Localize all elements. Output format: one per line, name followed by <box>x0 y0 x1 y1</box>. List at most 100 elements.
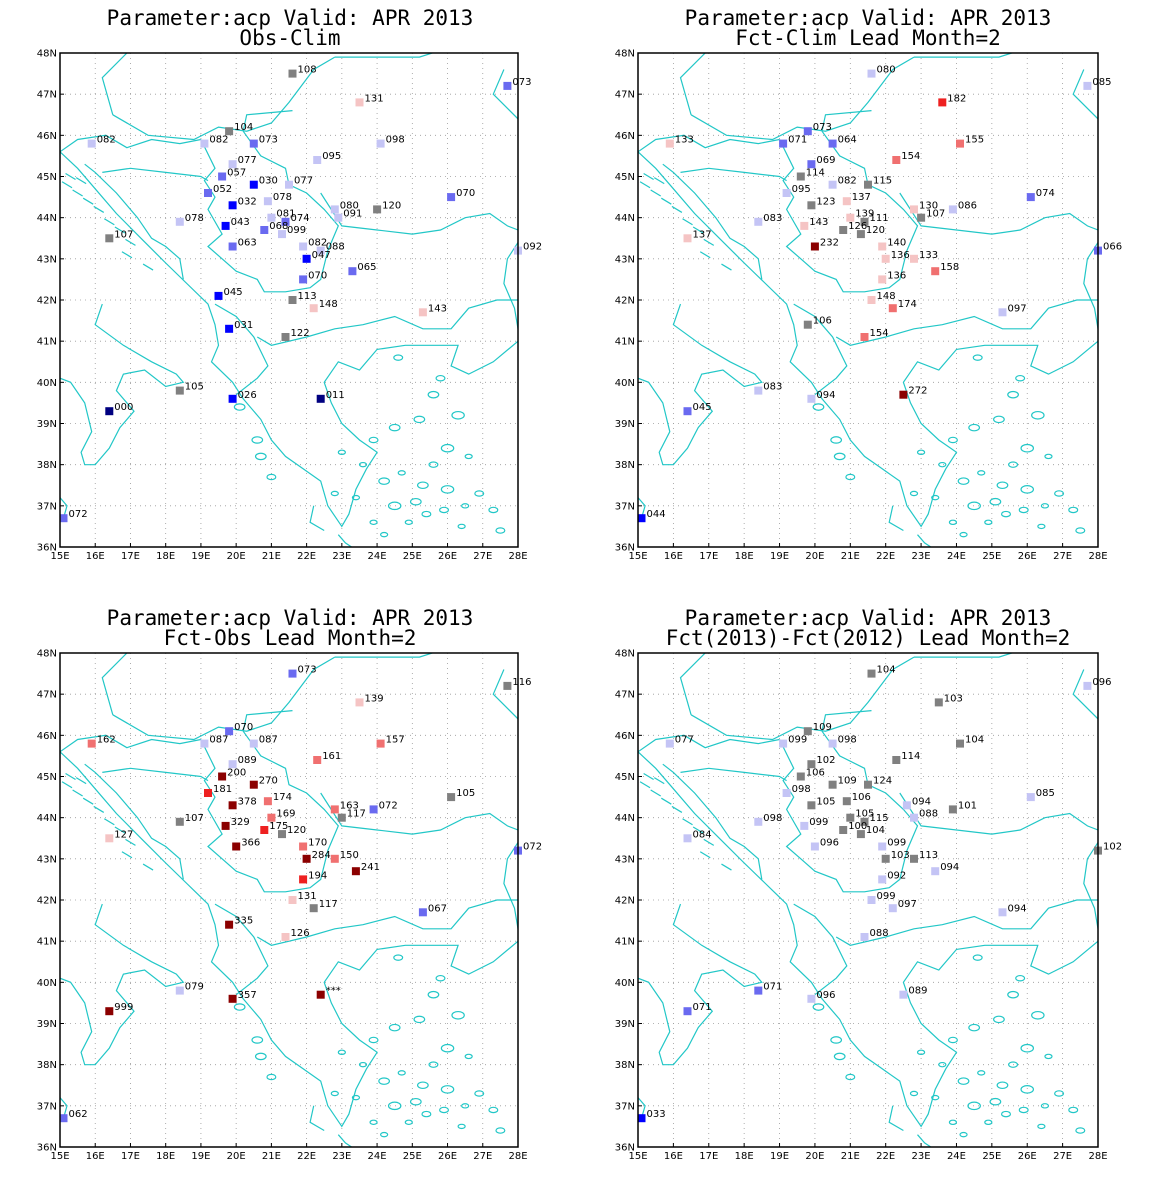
island-shape <box>440 443 455 453</box>
y-tick-label: 42N <box>37 296 57 307</box>
island-shape <box>421 1110 432 1118</box>
island-shape <box>104 218 115 226</box>
island-shape <box>337 449 346 456</box>
station-marker <box>828 780 837 789</box>
station-value-label: 115 <box>870 813 889 824</box>
station-value-label: 069 <box>816 155 835 166</box>
coastline-path <box>60 151 518 528</box>
station-value-label: 284 <box>312 850 331 861</box>
island-shape <box>959 531 968 538</box>
panel-subtitle: Fct-Obs Lead Month=2 <box>164 626 417 650</box>
station-value-label: 114 <box>806 168 825 179</box>
coastline-path <box>101 653 128 715</box>
station-marker <box>665 739 674 748</box>
station-value-label: 162 <box>97 735 116 746</box>
station-marker <box>842 797 851 806</box>
station-marker <box>228 394 237 403</box>
station-value-label: 078 <box>185 213 204 224</box>
station-value-label: 084 <box>693 829 712 840</box>
station-value-label: 114 <box>901 751 920 762</box>
x-tick-label: 24E <box>947 551 966 562</box>
y-tick-label: 42N <box>615 296 635 307</box>
island-shape <box>266 1073 277 1081</box>
island-shape <box>393 354 404 361</box>
island-shape <box>461 503 470 509</box>
coastline-path <box>662 763 763 880</box>
coastlines <box>60 53 518 547</box>
station-value-label: 082 <box>308 238 327 249</box>
coastline-path <box>214 903 269 996</box>
coastline-path <box>914 53 1063 58</box>
coastline-path <box>112 56 336 141</box>
station-value-label: 106 <box>806 768 825 779</box>
island-shape <box>993 415 1005 424</box>
x-tick-label: 27E <box>1053 551 1072 562</box>
island-shape <box>1015 374 1026 382</box>
station-value-label: 107 <box>185 813 204 824</box>
coastline-path <box>320 792 518 835</box>
station-value-label: 094 <box>816 390 835 401</box>
station-marker <box>313 156 322 164</box>
station-value-label: 077 <box>675 735 694 746</box>
station-marker <box>316 990 325 999</box>
station-marker <box>285 180 293 189</box>
station-value-label: 130 <box>919 200 938 211</box>
map-frame <box>59 52 519 548</box>
island-shape <box>682 818 693 826</box>
axis-ticks: 15E 16E 17E 18E 19E 20E 21E 22E 23E 24E 25E 26E 27E 2… <box>615 49 1108 563</box>
x-tick-label: 21E <box>262 1151 281 1162</box>
station-value-label: 097 <box>898 899 917 910</box>
station-value-label: 270 <box>259 776 278 787</box>
station-marker <box>828 739 837 748</box>
station-marker <box>807 994 816 1003</box>
island-shape <box>703 838 715 846</box>
x-tick-label: 15E <box>50 551 69 562</box>
island-shape <box>380 531 389 538</box>
y-tick-label: 45N <box>37 772 57 783</box>
station-marker <box>807 160 816 169</box>
island-shape <box>416 1081 429 1090</box>
island-shape <box>833 452 846 461</box>
x-tick-label: 16E <box>664 551 683 562</box>
station-value-label: 088 <box>326 242 345 253</box>
island-shape <box>427 390 440 399</box>
island-shape <box>938 1061 947 1068</box>
x-tick-label: 22E <box>876 551 895 562</box>
y-tick-label: 37N <box>37 1101 57 1112</box>
island-shape <box>488 1106 499 1114</box>
island-shape <box>1020 485 1035 494</box>
y-tick-label: 41N <box>37 337 57 348</box>
station-value-label: 092 <box>887 870 906 881</box>
station-marker <box>228 201 237 210</box>
y-tick-label: 46N <box>37 731 57 742</box>
y-tick-label: 43N <box>37 854 57 865</box>
island-shape <box>358 1061 368 1068</box>
y-tick-label: 38N <box>37 460 57 471</box>
coastline-path <box>256 899 518 946</box>
station-marker <box>754 217 763 226</box>
station-marker <box>302 854 311 863</box>
x-tick-label: 18E <box>156 551 175 562</box>
station-marker <box>249 139 258 148</box>
island-shape <box>643 772 654 781</box>
station-value-label: 143 <box>809 217 828 228</box>
island-shape <box>254 1052 267 1061</box>
coastline-path <box>793 303 848 396</box>
station-value-label: 115 <box>873 176 892 187</box>
station-marker <box>917 213 926 222</box>
island-shape <box>369 1119 378 1126</box>
coastlines <box>60 653 518 1147</box>
station-marker <box>204 189 212 197</box>
station-marker <box>892 756 901 764</box>
station-marker <box>998 908 1007 917</box>
station-value-label: 082 <box>838 176 857 187</box>
station-marker <box>418 308 427 317</box>
island-shape <box>1040 503 1050 509</box>
coastline-path <box>102 767 209 782</box>
coastlines <box>638 53 1098 547</box>
station-marker <box>864 180 872 189</box>
island-shape <box>93 205 105 213</box>
station-markers: 073 116 139 070 162 087 087 157 089 161 200 270 181 1… <box>59 665 542 1123</box>
station-marker <box>288 296 297 304</box>
